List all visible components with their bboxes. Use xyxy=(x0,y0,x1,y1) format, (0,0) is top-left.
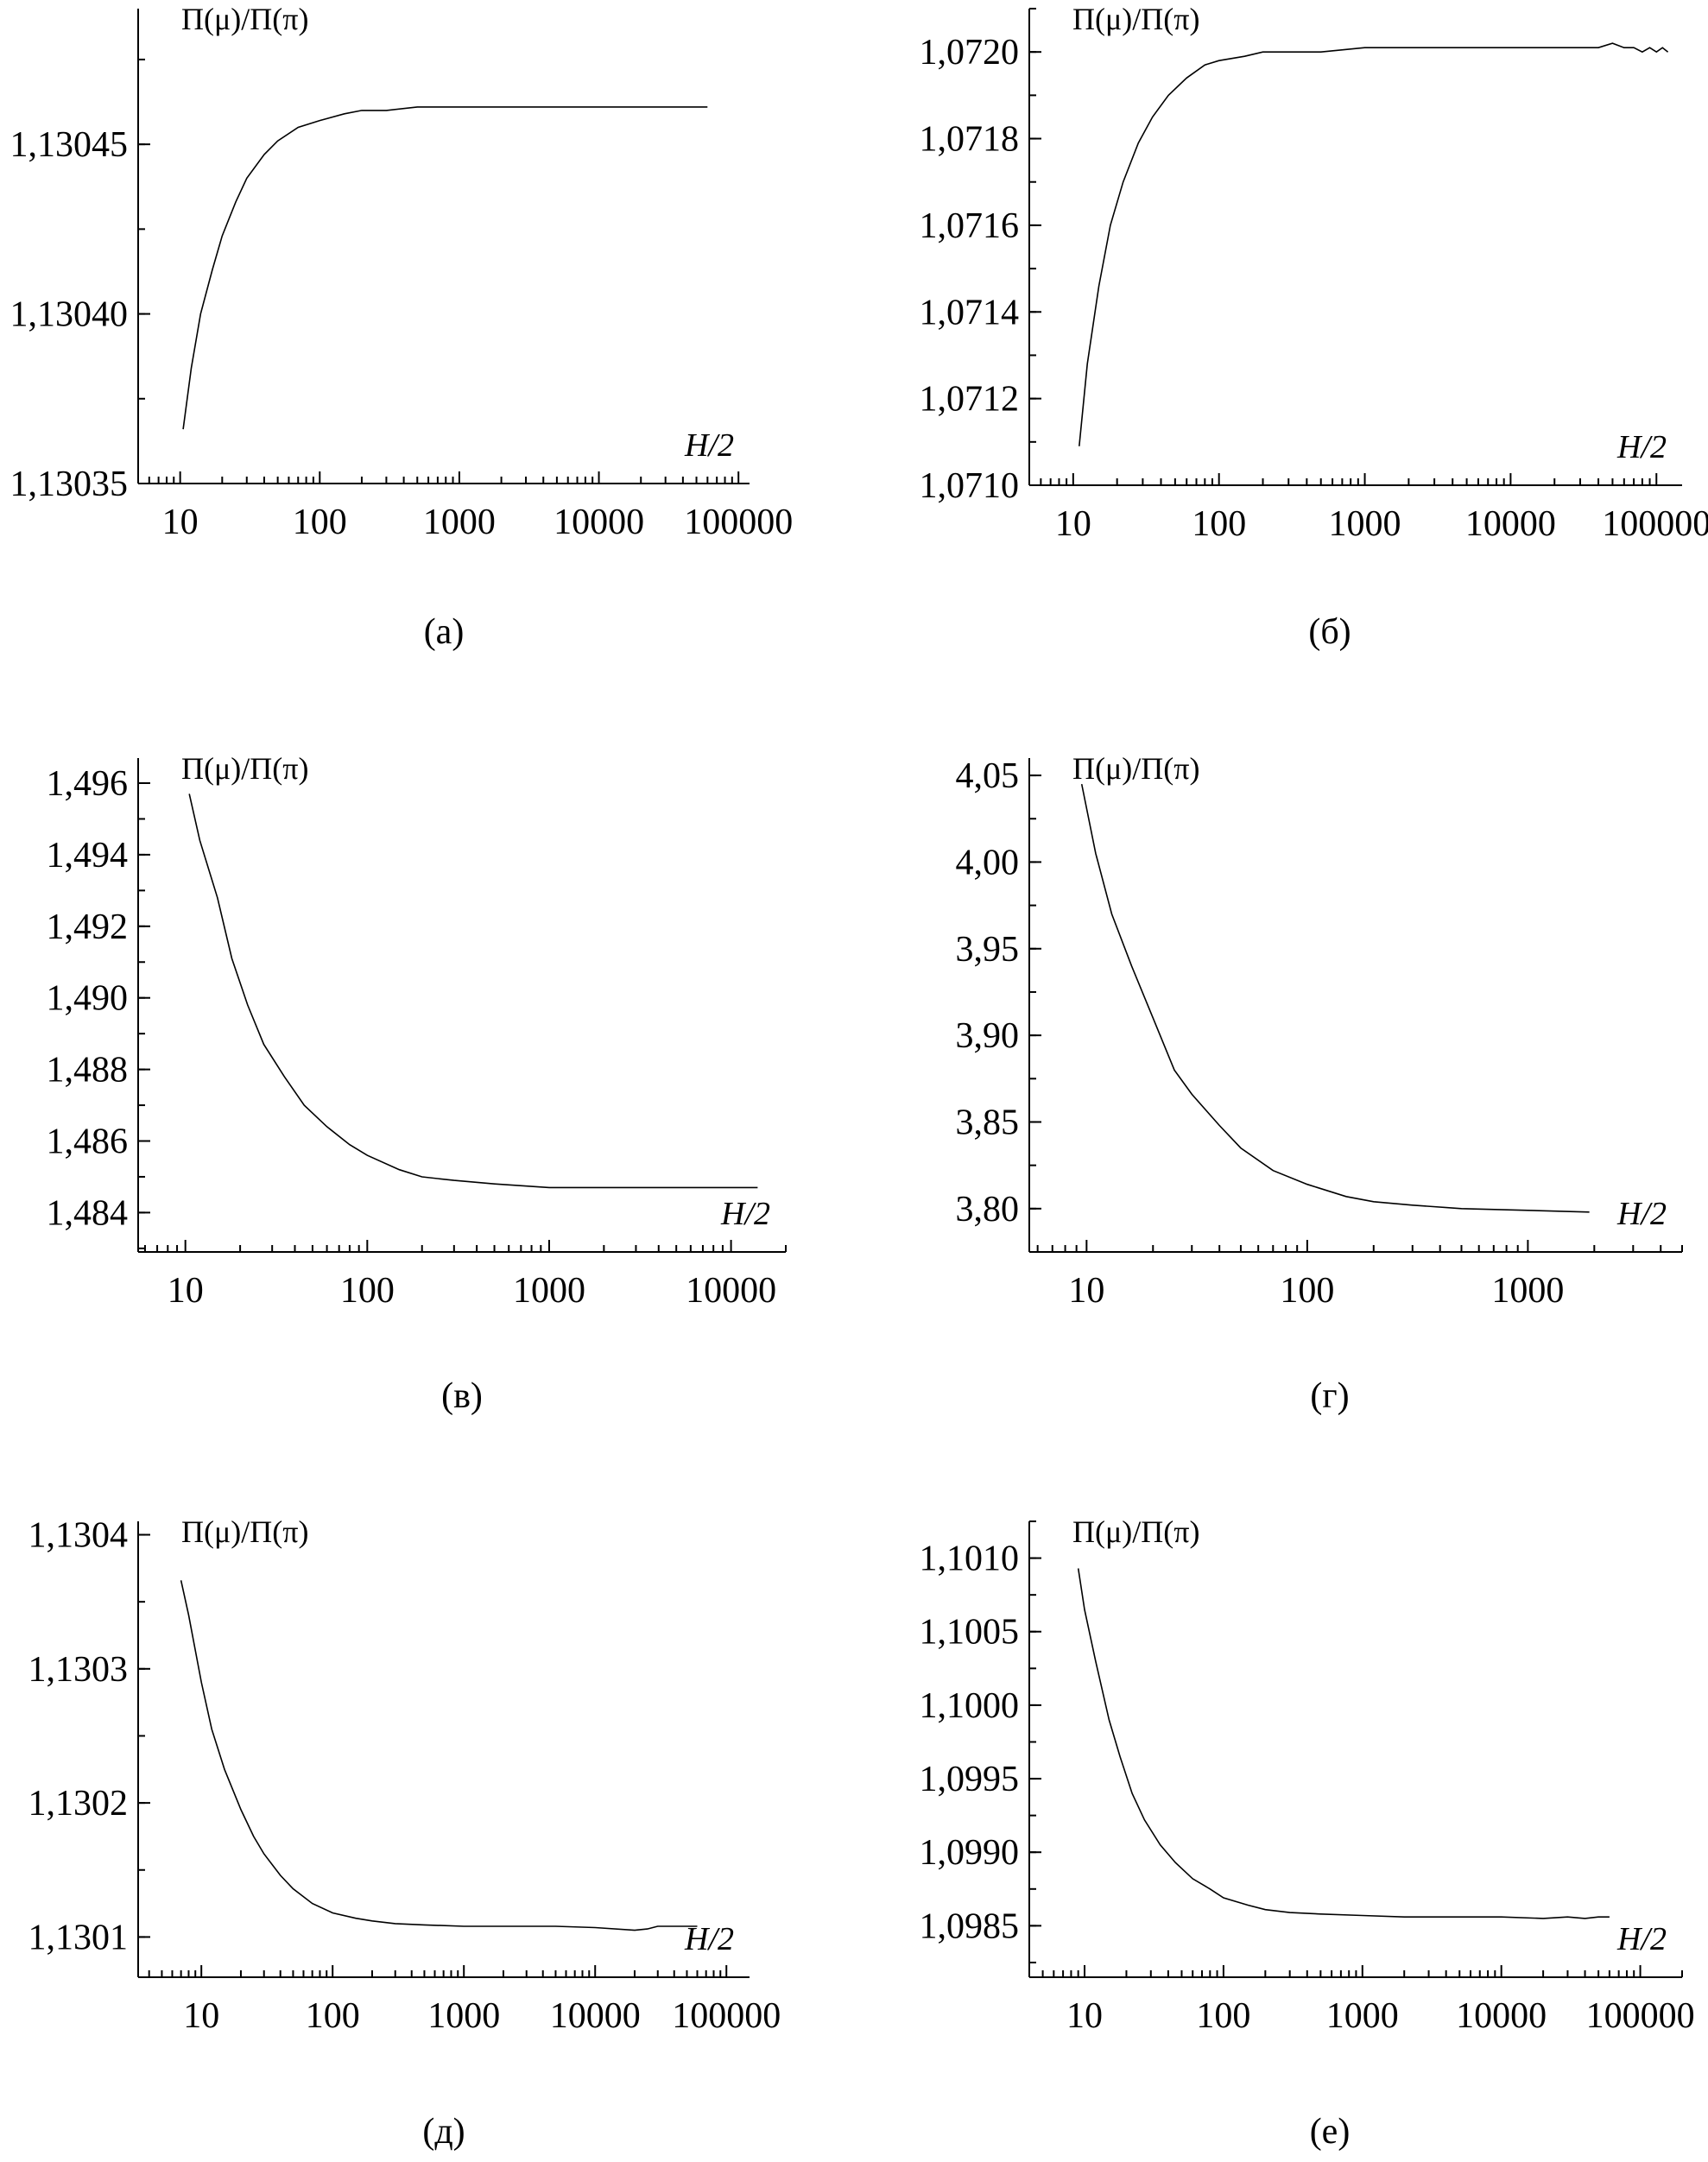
y-tick-label: 1,0990 xyxy=(920,1833,1020,1873)
y-tick-label: 1,492 xyxy=(47,907,129,947)
x-tick-label: 10 xyxy=(183,1996,219,2036)
y-tick-label: 1,1302 xyxy=(28,1784,129,1824)
x-tick-label: 100000 xyxy=(672,1996,781,2036)
x-tick-label: 100 xyxy=(1196,1996,1250,2036)
x-tick-label: 10 xyxy=(1055,504,1091,544)
y-tick-label: 1,1000 xyxy=(920,1686,1020,1726)
y-tick-label: 4,05 xyxy=(956,756,1020,796)
y-axis-title: П(μ)/П(π) xyxy=(181,1514,308,1549)
y-tick-label: 3,95 xyxy=(956,930,1020,970)
panel-label: (в) xyxy=(441,1376,483,1416)
panel-label: (е) xyxy=(1310,2112,1351,2152)
y-tick-label: 1,490 xyxy=(47,979,129,1019)
x-axis-title: H/2 xyxy=(684,1921,734,1957)
y-tick-label: 1,0718 xyxy=(920,120,1020,160)
y-tick-label: 1,0716 xyxy=(920,206,1020,246)
y-tick-label: 1,484 xyxy=(47,1193,129,1233)
x-tick-label: 100000 xyxy=(1586,1996,1695,2036)
y-tick-label: 1,488 xyxy=(47,1051,129,1090)
x-tick-label: 10000 xyxy=(554,503,644,542)
y-axis-title: П(μ)/П(π) xyxy=(1072,1514,1199,1549)
x-tick-label: 1000 xyxy=(513,1271,585,1311)
y-axis-title: П(μ)/П(π) xyxy=(1072,2,1199,36)
chart-panel-2: 10 100 1000 10000 100000 1,0710 1,0712 1,0714 1,… xyxy=(920,2,1708,652)
series-line-1 xyxy=(188,793,758,1189)
y-tick-label: 3,80 xyxy=(956,1190,1020,1230)
x-tick-label: 1000 xyxy=(1491,1271,1564,1311)
x-tick-label: 10000 xyxy=(1456,1996,1547,2036)
y-tick-label: 1,13035 xyxy=(10,465,129,504)
y-tick-label: 1,0995 xyxy=(920,1760,1020,1799)
x-tick-label: 100 xyxy=(1280,1271,1334,1311)
y-tick-label: 1,1010 xyxy=(920,1539,1020,1579)
x-tick-label: 10 xyxy=(1068,1271,1104,1311)
panel-label: (б) xyxy=(1308,612,1351,652)
y-tick-label: 1,1301 xyxy=(28,1918,129,1957)
y-tick-label: 1,496 xyxy=(47,764,129,804)
y-axis-title: П(μ)/П(π) xyxy=(181,751,308,786)
series-line-1 xyxy=(1077,1568,1610,1919)
y-tick-label: 3,85 xyxy=(956,1103,1020,1142)
x-tick-label: 100 xyxy=(340,1271,395,1311)
y-tick-label: 1,0710 xyxy=(920,466,1020,506)
chart-panel-6: 10 100 1000 10000 100000 1,0985 1,0990 1,0995 1,… xyxy=(920,1514,1695,2152)
y-tick-label: 1,1304 xyxy=(28,1516,129,1556)
y-tick-label: 3,90 xyxy=(956,1016,1020,1056)
y-tick-label: 1,1005 xyxy=(920,1613,1020,1653)
x-axis-title: H/2 xyxy=(1616,1196,1667,1232)
x-tick-label: 1000 xyxy=(423,503,496,542)
chart-panel-1: 10 100 1000 10000 100000 1,13035 1,13040 1,1304… xyxy=(10,2,794,652)
x-tick-label: 10000 xyxy=(686,1271,776,1311)
x-axis-title: H/2 xyxy=(1616,429,1667,465)
x-axis-title: H/2 xyxy=(720,1196,770,1232)
x-tick-label: 1000 xyxy=(427,1996,500,2036)
y-tick-label: 1,0714 xyxy=(920,293,1020,332)
y-tick-label: 1,1303 xyxy=(28,1650,129,1690)
x-tick-label: 100000 xyxy=(1602,504,1708,544)
x-tick-label: 10 xyxy=(168,1271,204,1311)
panel-label: (г) xyxy=(1310,1376,1349,1416)
x-tick-label: 10000 xyxy=(550,1996,641,2036)
x-tick-label: 1000 xyxy=(1326,1996,1399,2036)
y-tick-label: 1,0712 xyxy=(920,380,1020,420)
x-tick-label: 100 xyxy=(306,1996,360,2036)
x-tick-label: 1000 xyxy=(1329,504,1401,544)
series-line-1 xyxy=(1079,42,1669,446)
y-tick-label: 1,494 xyxy=(47,836,129,876)
x-tick-label: 100000 xyxy=(684,503,793,542)
y-axis-title: П(μ)/П(π) xyxy=(1072,751,1199,786)
series-line-1 xyxy=(180,1580,698,1931)
y-tick-label: 1,486 xyxy=(47,1122,129,1162)
x-axis-title: H/2 xyxy=(1616,1921,1667,1957)
series-line-1 xyxy=(1080,783,1590,1213)
y-axis-title: П(μ)/П(π) xyxy=(181,2,308,36)
x-tick-label: 10 xyxy=(162,503,199,542)
x-tick-label: 100 xyxy=(1192,504,1246,544)
series-line-1 xyxy=(182,106,708,430)
y-tick-label: 1,0720 xyxy=(920,33,1020,73)
chart-panel-5: 10 100 1000 10000 100000 1,1301 1,1302 1,1303 1,… xyxy=(28,1514,781,2152)
panel-label: (а) xyxy=(424,612,465,652)
x-tick-label: 10000 xyxy=(1465,504,1556,544)
x-tick-label: 10 xyxy=(1066,1996,1103,2036)
y-tick-label: 1,13045 xyxy=(10,125,129,165)
panel-label: (д) xyxy=(422,2112,465,2152)
x-axis-title: H/2 xyxy=(684,427,734,464)
chart-panel-4: 10 100 1000 3,80 3,85 3,90 3,95 4,00 4,05 П(μ)/П(… xyxy=(956,751,1683,1416)
chart-panel-3: 10 100 1000 10000 1,484 1,486 1,488 1,490 1,492 1… xyxy=(47,751,787,1416)
y-tick-label: 1,0985 xyxy=(920,1906,1020,1946)
y-tick-label: 1,13040 xyxy=(10,295,129,335)
y-tick-label: 4,00 xyxy=(956,843,1020,882)
x-tick-label: 100 xyxy=(293,503,347,542)
